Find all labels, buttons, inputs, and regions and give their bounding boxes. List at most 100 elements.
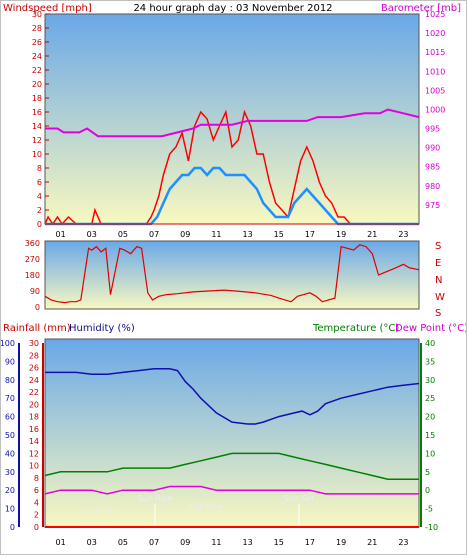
humidity-tick-70: 70 [5,394,15,403]
wind-dir-label-s-bottom: S [435,308,441,319]
barometer-tick-1010: 1010 [425,67,445,76]
humidity-line [45,368,420,425]
barometer-tick-985: 985 [425,163,440,172]
wind-dir-tick-180: 180 [25,271,40,280]
sunset-annotation: Sun Set [284,494,315,503]
x-tick-03: 03 [87,230,97,239]
x-tick-15: 15 [274,538,284,547]
rain-tick-8: 8 [34,474,39,483]
windspeed-tick-20: 20 [32,80,42,89]
wind-dir-tick-90: 90 [30,287,40,296]
rain-tick-18: 18 [29,413,39,422]
wind-dir-label-e: E [435,258,441,269]
x-tick-07: 07 [149,538,159,547]
rain-tick-12: 12 [29,449,39,458]
dewpoint-line [44,485,419,495]
wind-direction-line [44,244,420,304]
rain-tick-0: 0 [34,523,39,532]
rain-tick-10: 10 [29,462,39,471]
rain-tick-2: 2 [34,511,39,520]
humidity-tick-60: 60 [5,413,15,422]
wind-dir-tick-270: 270 [25,255,40,264]
windspeed-tick-0: 0 [37,220,42,229]
barometer-axis-title: Barometer [mb] [381,3,461,14]
windspeed-tick-28: 28 [32,24,42,33]
windspeed-tick-2: 2 [37,206,42,215]
x-tick-13: 13 [242,538,252,547]
windspeed-tick-30: 30 [32,10,42,19]
temp-tick-30: 30 [425,376,435,385]
rain-tick-30: 30 [29,339,39,348]
chart-marks: 0246810121416182022242628309759809859909… [0,10,445,547]
humidity-temperature-plot [44,338,420,528]
x-tick-23: 23 [398,230,408,239]
temp-tick-0: 0 [425,486,430,495]
x-tick-01: 01 [55,538,65,547]
barometer-tick-1015: 1015 [425,48,445,57]
windspeed-tick-18: 18 [32,94,42,103]
wind-dir-tick-0: 0 [35,303,40,312]
x-tick-05: 05 [118,538,128,547]
average-speed-line [45,166,419,226]
humidity-tick-0: 0 [10,523,15,532]
windspeed-line [44,109,419,226]
windspeed-axis-title: Windspeed [mph] [3,3,92,14]
x-tick-07: 07 [149,230,159,239]
x-tick-09: 09 [180,538,190,547]
rain-tick-22: 22 [29,388,39,397]
hightide-annotation: Hightide [188,502,222,511]
temp-tick-15: 15 [425,431,435,440]
windspeed-tick-16: 16 [32,108,42,117]
barometer-tick-1005: 1005 [425,86,445,95]
wind-dir-label-w: W [435,292,445,303]
dewpoint-axis-title: Dew Point (°C) [395,323,466,334]
rain-tick-14: 14 [29,437,39,446]
humidity-tick-90: 90 [5,357,15,366]
x-tick-17: 17 [305,538,315,547]
temp-tick-10: 10 [425,449,435,458]
x-tick-15: 15 [274,230,284,239]
windspeed-tick-24: 24 [32,52,42,61]
temperature-line [44,452,419,480]
humidity-tick-100: 100 [1,339,15,348]
temp-tick-5: 5 [425,468,430,477]
windspeed-tick-8: 8 [37,164,42,173]
windspeed-tick-4: 4 [37,192,42,201]
barometer-tick-975: 975 [425,201,440,210]
rain-tick-28: 28 [29,351,39,360]
barometer-tick-990: 990 [425,144,440,153]
barometer-tick-1025: 1025 [425,10,445,19]
barometer-tick-980: 980 [425,182,440,191]
wind-dir-label-s-top: S [435,241,441,252]
barometer-line [45,108,420,138]
temperature-axis-title: Temperature (°C) [312,323,399,334]
rain-tick-20: 20 [29,400,39,409]
x-tick-19: 19 [336,538,346,547]
rain-tick-6: 6 [34,486,39,495]
rain-tick-26: 26 [29,364,39,373]
windspeed-tick-10: 10 [32,150,42,159]
x-tick-01: 01 [55,230,65,239]
windspeed-tick-22: 22 [32,66,42,75]
windspeed-tick-26: 26 [32,38,42,47]
temp-tick-35: 35 [425,357,435,366]
rain-tick-4: 4 [34,498,39,507]
x-tick-11: 11 [211,230,221,239]
humidity-tick-10: 10 [5,505,15,514]
x-tick-23: 23 [398,538,408,547]
barometer-tick-1020: 1020 [425,29,445,38]
barometer-tick-1000: 1000 [425,105,445,114]
humidity-axis-title: Humidity (%) [69,323,135,334]
temp-tick-40: 40 [425,339,435,348]
lowtide-annotation: Lowtide [83,507,114,516]
windspeed-tick-6: 6 [37,178,42,187]
temp-tick-20: 20 [425,413,435,422]
x-tick-21: 21 [367,538,377,547]
wind-dir-tick-360: 360 [25,239,40,248]
humidity-tick-30: 30 [5,468,15,477]
rain-tick-24: 24 [29,376,39,385]
x-tick-09: 09 [180,230,190,239]
sunrise-annotation: Sun Rise [138,494,173,503]
